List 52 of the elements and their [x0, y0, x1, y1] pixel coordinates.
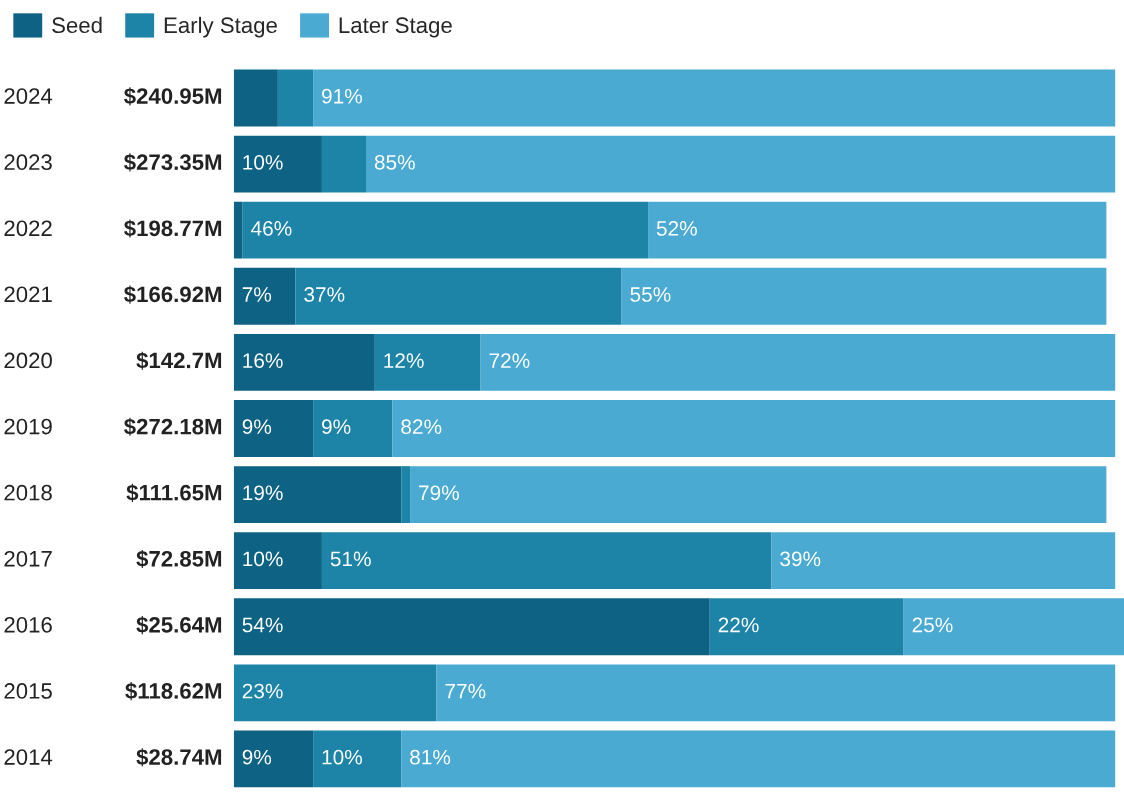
data-label: 10%: [322, 749, 363, 765]
data-label: 37%: [304, 287, 345, 302]
data-label: 39%: [780, 551, 821, 567]
data-label: 23%: [242, 683, 283, 699]
y-tick-label: 2017: [4, 550, 52, 567]
data-label: 77%: [445, 683, 486, 699]
text: $118.62M: [125, 682, 222, 701]
data-label: 81%: [410, 749, 451, 765]
data-label: 52%: [656, 221, 697, 236]
data-label: 82%: [401, 419, 442, 435]
text: $25.64M: [136, 616, 222, 635]
y-tick-label: 2018: [4, 484, 52, 501]
data-label: 22%: [718, 617, 759, 633]
data-label: 46%: [251, 221, 292, 236]
data-label: 19%: [243, 485, 283, 501]
text: $28.74M: [136, 748, 222, 767]
data-label: 10%: [243, 551, 283, 567]
text: $273.35M: [124, 153, 222, 172]
data-label: 85%: [374, 154, 415, 170]
y-tick-label: 2021: [4, 286, 52, 303]
data-label: 12%: [384, 353, 424, 368]
data-label: 9%: [242, 749, 272, 765]
legend-label: Early Stage: [164, 16, 277, 38]
data-label: 79%: [419, 485, 459, 501]
y-tick-label: 2015: [4, 683, 52, 699]
y-tick-label: 2016: [4, 616, 52, 633]
data-label: 91%: [322, 88, 363, 104]
data-label: 51%: [330, 551, 371, 567]
text: $72.85M: [136, 549, 222, 569]
y-tick-label: 2020: [4, 352, 52, 369]
text: $142.7M: [136, 351, 222, 370]
text: $240.95M: [124, 87, 222, 106]
text: $111.65M: [126, 483, 222, 502]
data-label: 7%: [242, 287, 272, 302]
data-label: 72%: [489, 353, 530, 368]
y-tick-label: 2023: [4, 154, 52, 171]
text: $166.92M: [124, 285, 222, 304]
text: $272.18M: [124, 417, 222, 436]
data-label: 55%: [630, 287, 671, 302]
legend-label: Later Stage: [339, 17, 452, 38]
y-tick-label: 2024: [4, 88, 53, 104]
y-tick-label: 2014: [4, 749, 53, 765]
y-tick-label: 2019: [4, 418, 52, 435]
data-label: 16%: [243, 353, 283, 368]
data-label: 9%: [322, 419, 351, 435]
data-label: 9%: [242, 419, 272, 435]
data-label: 54%: [242, 617, 283, 633]
y-tick-label: 2022: [4, 220, 52, 237]
legend-label: Seed: [52, 16, 102, 34]
data-label: 25%: [912, 617, 953, 633]
data-label: 10%: [243, 154, 283, 170]
text: $198.77M: [124, 219, 222, 238]
